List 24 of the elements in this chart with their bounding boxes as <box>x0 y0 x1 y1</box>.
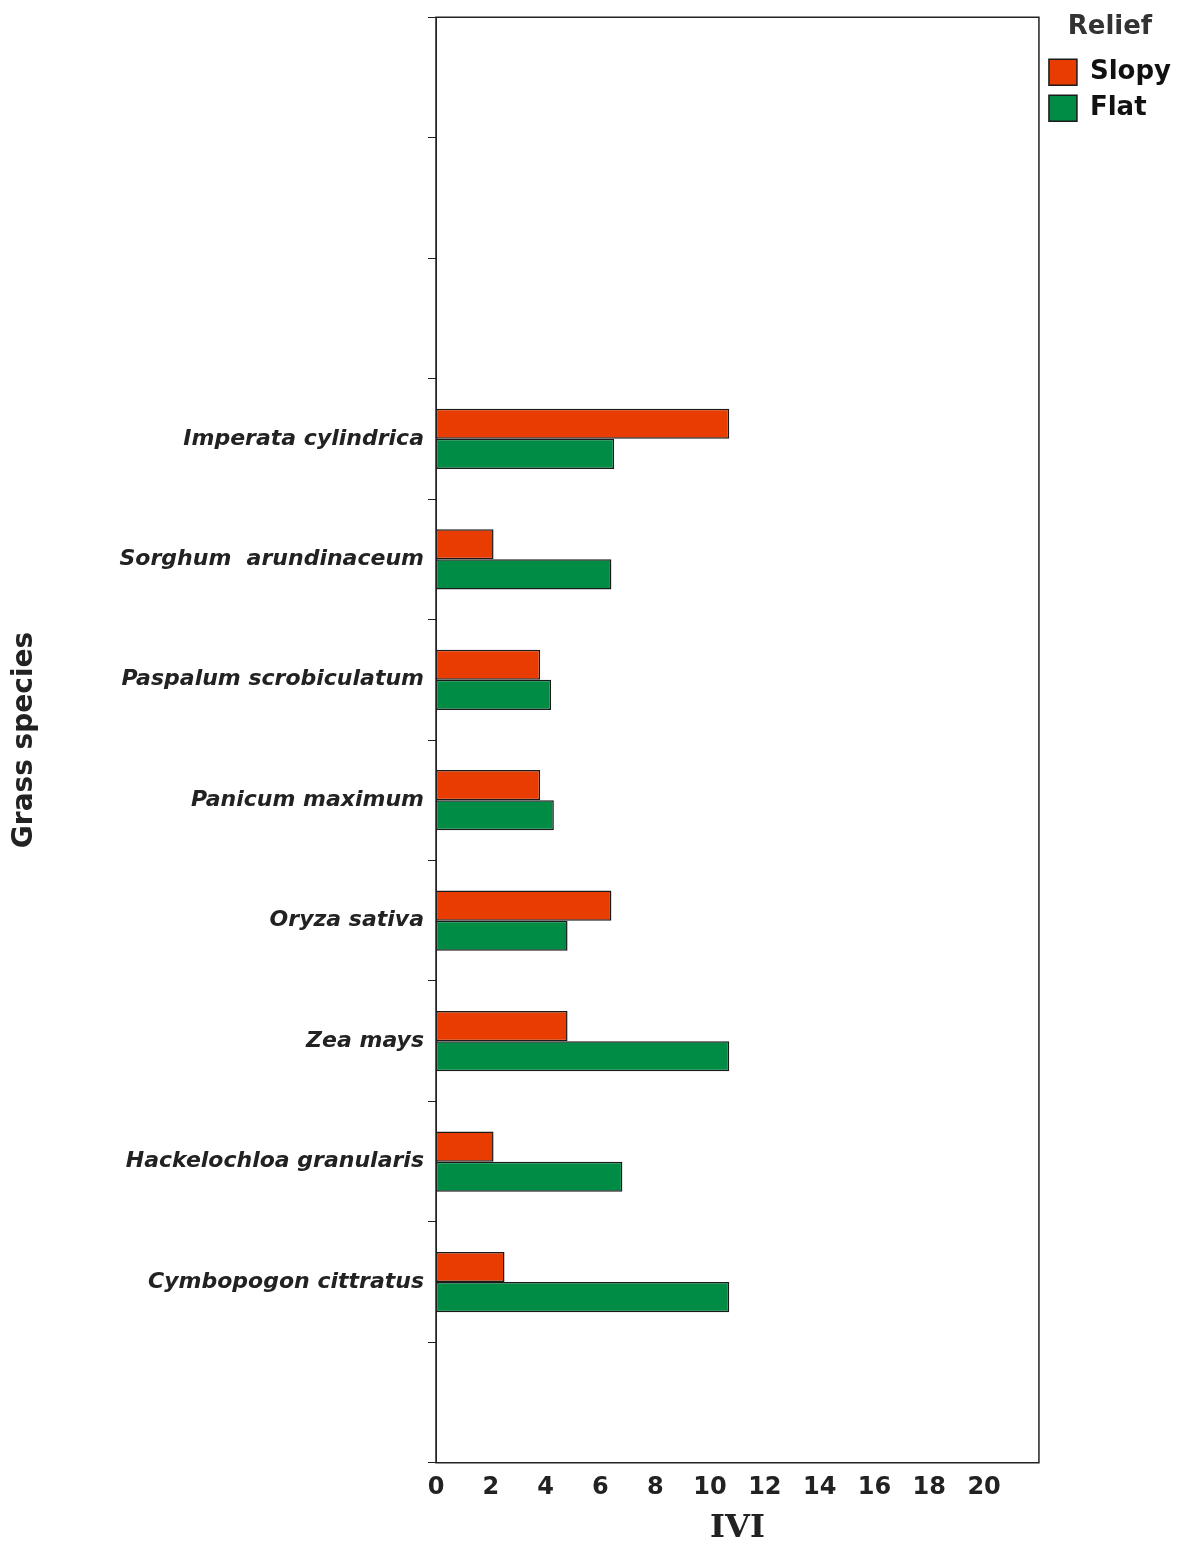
y-tick-label: Hackelochloa granularis <box>125 1147 424 1173</box>
y-tick-label: Panicum maximum <box>190 785 424 811</box>
x-tick-label: 14 <box>802 1472 837 1501</box>
x-tick-label: 16 <box>857 1472 892 1501</box>
x-tick-label: 10 <box>693 1472 727 1501</box>
x-tick-label: 8 <box>646 1472 664 1501</box>
x-tick-label: 12 <box>748 1472 782 1501</box>
y-tick-label: Zea mays <box>305 1026 424 1052</box>
y-axis-title: Grass species <box>6 631 40 849</box>
x-tick-label: 18 <box>912 1472 947 1501</box>
x-tick-label: 2 <box>482 1472 500 1501</box>
legend-label: Slopy <box>1089 54 1172 85</box>
x-tick-label: 6 <box>592 1472 609 1501</box>
y-tick-label: Cymbopogon cittratus <box>148 1267 424 1293</box>
x-tick-label: 0 <box>427 1472 445 1501</box>
x-tick-label: 4 <box>537 1472 554 1501</box>
legend-label: Flat <box>1089 90 1147 121</box>
x-axis-title: IVI <box>710 1507 765 1546</box>
legend-title: Relief <box>1067 9 1153 40</box>
y-tick-label: Oryza sativa <box>269 906 424 932</box>
y-tick-label: Sorghum arundinaceum <box>119 545 424 571</box>
x-tick-label: 20 <box>967 1472 1001 1501</box>
y-tick-label: Paspalum scrobiculatum <box>121 665 424 691</box>
y-tick-label: Imperata cylindrica <box>183 424 424 450</box>
